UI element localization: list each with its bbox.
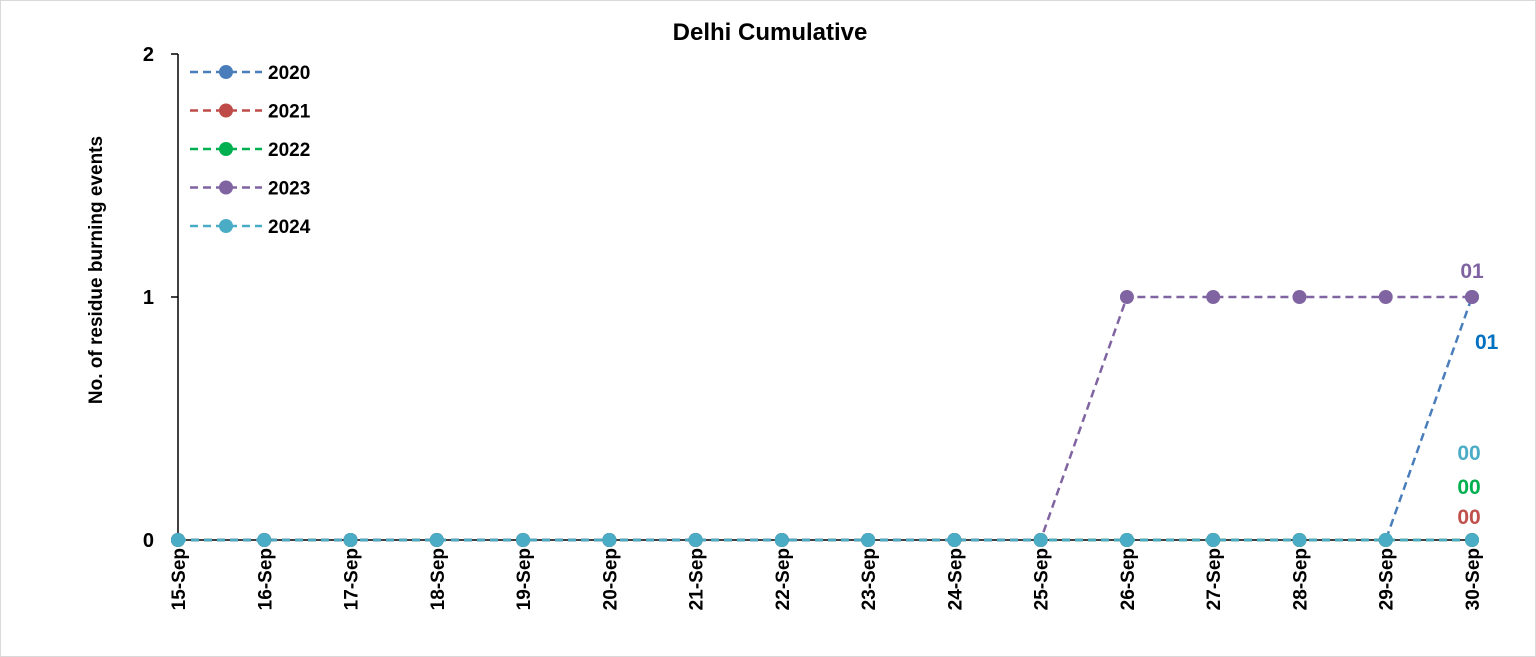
series-points — [171, 290, 1479, 547]
data-point-2024 — [947, 533, 962, 547]
data-point-2024 — [1033, 533, 1048, 547]
x-tick-label: 21-Sep — [687, 548, 708, 610]
x-tick-labels: 15-Sep 16-Sep 17-Sep 18-Sep 19-Sep 20-Sep 21-S… — [169, 548, 1484, 610]
data-point-2024 — [343, 533, 358, 547]
data-label-2021: 00 — [1457, 506, 1480, 529]
data-label-2024: 00 — [1457, 442, 1480, 465]
y-axis-label: No. of residue burning events — [86, 136, 107, 404]
x-tick-label: 18-Sep — [428, 548, 449, 610]
series-line-2023 — [178, 295, 1472, 542]
data-point-2023 — [1378, 290, 1393, 304]
x-tick-label: 16-Sep — [255, 548, 276, 610]
series-line-2020 — [178, 296, 1474, 542]
legend-label-2020: 2020 — [268, 63, 310, 84]
y-tick-labels: 0 1 2 — [143, 44, 154, 552]
data-point-2024 — [1119, 533, 1134, 547]
chart-title: Delhi Cumulative — [673, 19, 868, 46]
data-point-2024 — [429, 533, 444, 547]
data-point-2024 — [1292, 533, 1307, 547]
x-tick-label: 30-Sep — [1463, 548, 1484, 610]
x-tick-label: 22-Sep — [773, 548, 794, 610]
data-point-2023 — [1206, 290, 1221, 304]
data-point-2024 — [602, 533, 617, 547]
data-point-2024 — [861, 533, 876, 547]
legend-marker-2022 — [219, 142, 233, 156]
legend-marker-2024 — [219, 219, 233, 233]
x-tick-label: 23-Sep — [859, 548, 880, 610]
x-tick-label: 29-Sep — [1377, 548, 1398, 610]
legend-label-2021: 2021 — [268, 102, 311, 123]
x-tick-label: 24-Sep — [945, 548, 966, 610]
data-point-2024 — [1378, 533, 1393, 547]
x-tick-label: 17-Sep — [342, 548, 363, 610]
data-point-2023 — [1465, 290, 1479, 304]
x-tick-label: 26-Sep — [1118, 548, 1139, 610]
data-label-2022: 00 — [1457, 476, 1480, 499]
data-label-2020: 01 — [1475, 331, 1499, 354]
data-label-2023: 01 — [1460, 260, 1484, 283]
legend-label-2024: 2024 — [268, 217, 311, 238]
series-lines — [178, 295, 1474, 542]
data-point-2024 — [1465, 533, 1479, 547]
data-labels: 01 01 00 00 00 — [1457, 260, 1498, 529]
x-tick-label: 25-Sep — [1032, 548, 1053, 610]
legend-marker-2021 — [219, 103, 233, 118]
legend-marker-2020 — [219, 65, 233, 79]
legend-label-2022: 2022 — [268, 140, 310, 161]
data-point-2024 — [516, 533, 531, 547]
data-point-2023 — [1292, 290, 1307, 304]
data-point-2024 — [1206, 533, 1221, 547]
legend-marker-2023 — [219, 180, 233, 195]
x-tick-label: 15-Sep — [169, 548, 190, 610]
y-tick-label: 2 — [143, 44, 154, 66]
data-point-2024 — [774, 533, 789, 547]
x-tick-label: 27-Sep — [1204, 548, 1225, 610]
y-tick-label: 0 — [143, 530, 154, 552]
axes — [171, 53, 1472, 541]
legend: 2020 2021 2022 2023 2024 — [190, 63, 311, 238]
y-tick-label: 1 — [143, 287, 154, 309]
data-point-2024 — [171, 533, 185, 547]
legend-label-2023: 2023 — [268, 179, 310, 200]
x-tick-label: 19-Sep — [514, 548, 535, 610]
x-tick-label: 20-Sep — [600, 548, 621, 610]
x-tick-label: 28-Sep — [1290, 548, 1311, 610]
data-point-2024 — [688, 533, 703, 547]
data-point-2024 — [257, 533, 272, 547]
data-point-2023 — [1119, 290, 1134, 304]
